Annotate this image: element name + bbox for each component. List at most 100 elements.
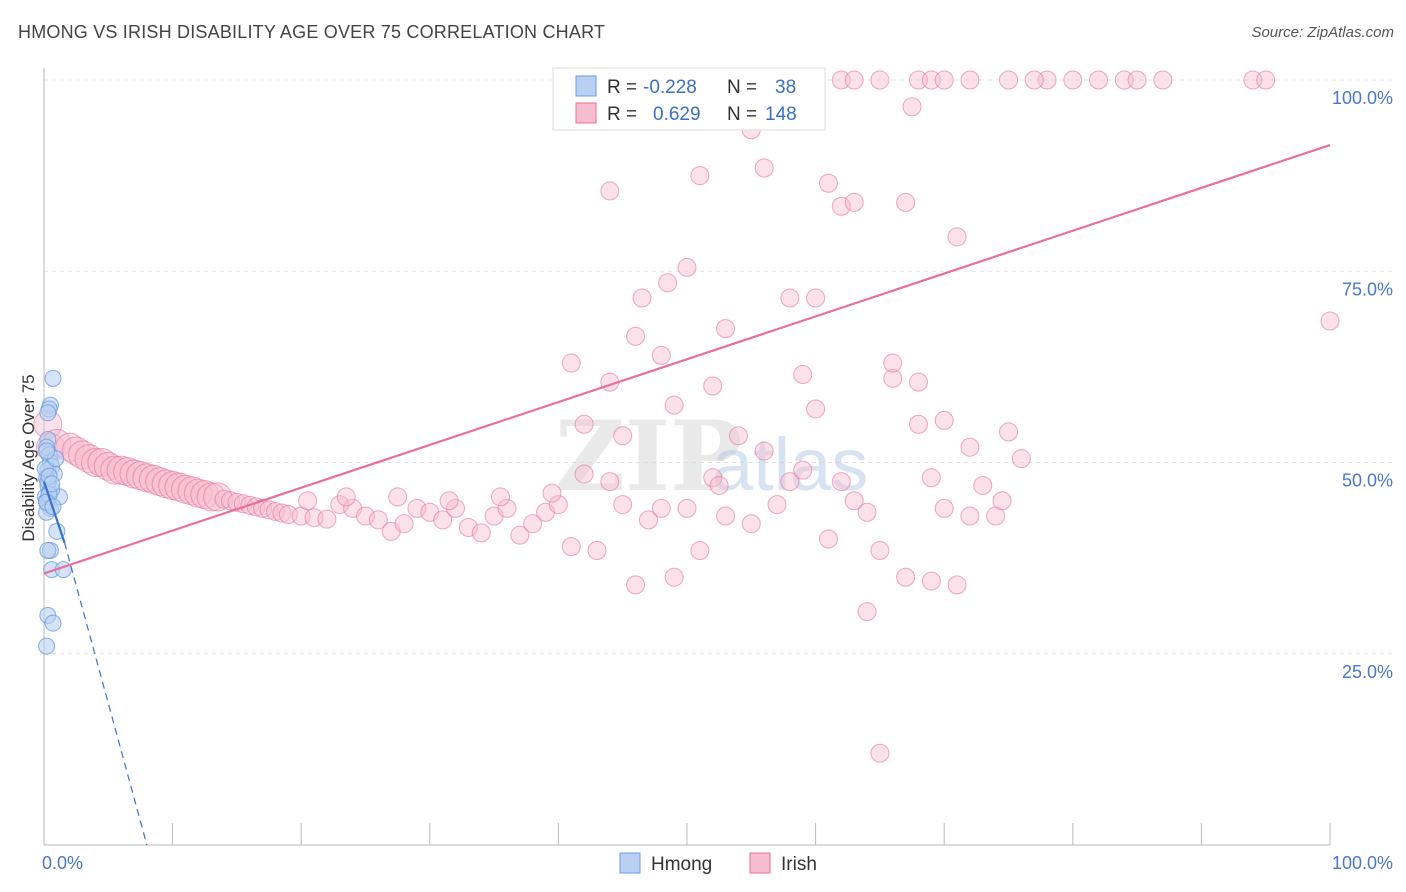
- legend-r-label-irish: R =: [607, 104, 637, 125]
- irish-point: [561, 353, 581, 373]
- irish-point: [1024, 70, 1044, 90]
- y-tick-label-50: 50.0%: [1342, 471, 1393, 491]
- irish-point: [716, 506, 736, 526]
- legend-swatch-irish: [575, 102, 597, 124]
- irish-point: [741, 514, 761, 534]
- watermark-zip: ZIP: [555, 400, 742, 513]
- irish-point: [253, 498, 273, 518]
- hmong-points: [36, 369, 72, 655]
- legend-swatch-hmong: [575, 75, 597, 97]
- irish-point: [844, 491, 864, 511]
- hmong-point: [48, 522, 66, 540]
- irish-point: [870, 540, 890, 560]
- irish-point: [265, 501, 285, 521]
- irish-point: [780, 472, 800, 492]
- legend-n-value-hmong: 38: [775, 77, 796, 98]
- irish-point: [857, 502, 877, 522]
- tick-labels: 25.0% 50.0% 75.0% 100.0% 0.0% 100.0%: [42, 88, 1393, 873]
- legend-n-value-irish: 148: [765, 104, 797, 125]
- irish-point: [857, 602, 877, 622]
- irish-point: [902, 97, 922, 117]
- irish-point: [844, 70, 864, 90]
- irish-point: [1063, 70, 1083, 90]
- irish-point: [407, 498, 427, 518]
- irish-point: [510, 525, 530, 545]
- irish-point: [651, 345, 671, 365]
- legend-n-label-hmong: N =: [727, 77, 757, 98]
- irish-point: [806, 399, 826, 419]
- irish-point: [793, 365, 813, 385]
- irish-point: [587, 540, 607, 560]
- irish-point: [626, 326, 646, 346]
- irish-point: [883, 368, 903, 388]
- irish-point: [220, 491, 240, 511]
- irish-point: [613, 495, 633, 515]
- irish-point: [677, 498, 697, 518]
- irish-point: [664, 567, 684, 587]
- irish-point: [1320, 311, 1340, 331]
- irish-point: [908, 414, 928, 434]
- bottom-legend-swatch-hmong: [619, 852, 641, 874]
- hmong-point: [39, 541, 57, 559]
- irish-trend-line: [43, 143, 1331, 575]
- legend-n-label-irish: N =: [727, 104, 757, 125]
- irish-point: [947, 575, 967, 595]
- irish-point: [870, 743, 890, 763]
- irish-point: [896, 567, 916, 587]
- irish-point: [831, 472, 851, 492]
- irish-point: [548, 495, 568, 515]
- irish-point: [716, 319, 736, 339]
- irish-point: [632, 288, 652, 308]
- irish-point: [446, 498, 466, 518]
- irish-point: [870, 70, 890, 90]
- irish-point: [921, 468, 941, 488]
- irish-point: [651, 498, 671, 518]
- irish-point: [272, 503, 292, 523]
- irish-point: [523, 514, 543, 534]
- irish-point: [433, 510, 453, 530]
- irish-point: [709, 475, 729, 495]
- irish-point: [613, 426, 633, 446]
- legend-r-value-irish: 0.629: [653, 104, 701, 125]
- irish-point: [999, 70, 1018, 90]
- irish-point: [690, 166, 710, 186]
- y-axis-label: Disability Age Over 75: [19, 374, 38, 541]
- irish-point: [992, 491, 1012, 511]
- irish-point: [458, 518, 478, 538]
- irish-point: [1011, 449, 1031, 469]
- watermark-atlas: atlas: [712, 423, 868, 506]
- irish-point: [690, 540, 710, 560]
- irish-point: [368, 510, 388, 530]
- irish-point: [780, 288, 800, 308]
- irish-point: [497, 498, 517, 518]
- correlation-legend: R = -0.228 N = 38 R = 0.629 N = 148: [552, 67, 826, 131]
- legend-r-label-hmong: R =: [607, 77, 637, 98]
- hmong-point: [39, 404, 57, 422]
- irish-point: [806, 288, 826, 308]
- source-label: Source: ZipAtlas.com: [1251, 24, 1394, 41]
- hmong-point: [44, 614, 62, 632]
- irish-point: [818, 529, 838, 549]
- chart-title: HMONG VS IRISH DISABILITY AGE OVER 75 CO…: [18, 22, 606, 42]
- irish-point: [600, 181, 620, 201]
- bottom-legend-swatch-irish: [749, 852, 771, 874]
- hmong-trend-extension: [63, 542, 148, 846]
- irish-point: [317, 509, 337, 529]
- irish-point: [259, 500, 279, 520]
- irish-point: [600, 472, 620, 492]
- irish-point: [960, 70, 980, 90]
- irish-point: [330, 495, 350, 515]
- irish-point: [439, 491, 459, 511]
- irish-point: [542, 483, 562, 503]
- irish-point: [908, 372, 928, 392]
- irish-point: [934, 70, 954, 90]
- irish-point: [491, 487, 511, 507]
- irish-point: [298, 491, 318, 511]
- irish-point: [703, 468, 723, 488]
- x-tick-label-100: 100.0%: [1332, 853, 1393, 873]
- irish-point: [999, 422, 1018, 442]
- irish-point: [844, 192, 864, 212]
- irish-point: [960, 506, 980, 526]
- irish-point: [664, 395, 684, 415]
- irish-points: [33, 70, 1340, 763]
